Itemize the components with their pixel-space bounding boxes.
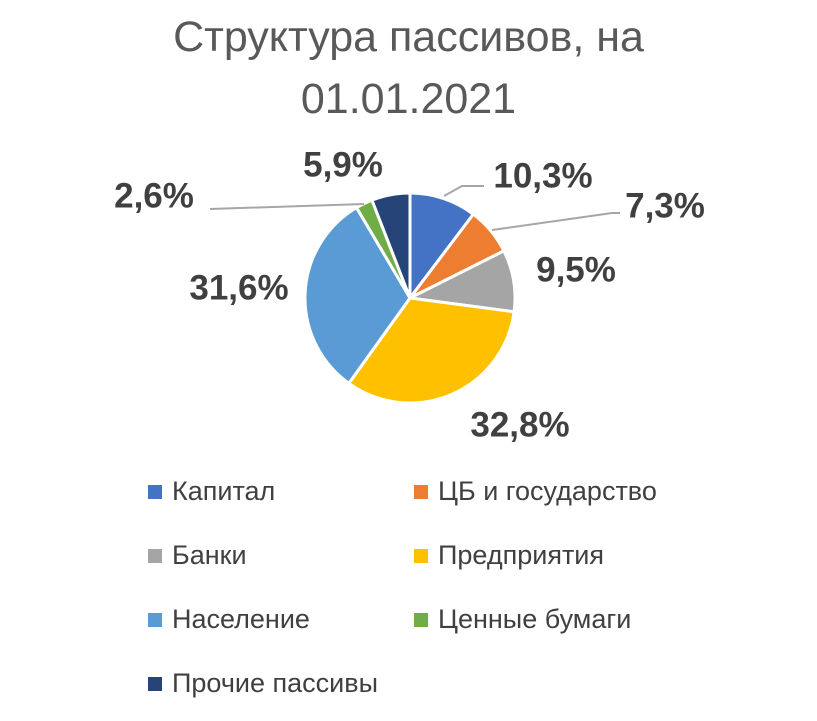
legend-item-6: Ценные бумаги xyxy=(414,604,631,635)
data-label-7: 5,9% xyxy=(303,145,383,184)
legend-item-1: Капитал xyxy=(148,476,275,507)
chart-title-line-2: 01.01.2021 xyxy=(300,75,517,123)
data-label-6: 2,6% xyxy=(114,176,194,215)
legend-swatch xyxy=(414,548,428,563)
legend-label: Ценные бумаги xyxy=(438,604,632,634)
pie-chart: 10,3% 7,3%9,5% 32,8% 31,6% 2,6% 5,9% xyxy=(114,145,705,444)
legend-label: Банки xyxy=(172,540,247,570)
data-label-5: 31,6% xyxy=(189,268,288,307)
legend-swatch xyxy=(148,548,162,563)
legend-item-3: Банки xyxy=(148,540,247,571)
legend-swatch xyxy=(148,676,162,691)
legend-swatch xyxy=(414,484,428,499)
legend-swatch xyxy=(148,612,162,627)
pie-slice-5 xyxy=(303,205,412,386)
leader-line-1 xyxy=(443,185,484,197)
data-label-4: 32,8% xyxy=(470,405,569,444)
legend-label: Предприятия xyxy=(438,540,605,570)
legend-item-2: ЦБ и государство xyxy=(414,476,657,507)
chart-title-line-1: Структура пассивов, на xyxy=(173,13,644,61)
legend-item-4: Предприятия xyxy=(414,540,604,571)
data-label-2: 7,3% xyxy=(625,186,705,225)
legend-item-5: Население xyxy=(148,604,310,635)
legend-item-7: Прочие пассивы xyxy=(148,668,378,699)
leader-line-2 xyxy=(491,212,620,231)
legend-label: Прочие пассивы xyxy=(172,668,378,698)
pie-slice-7 xyxy=(370,191,412,299)
leader-line-6 xyxy=(209,203,365,210)
legend-swatch xyxy=(148,484,162,499)
legend-swatch xyxy=(414,612,428,627)
legend-label: Капитал xyxy=(172,476,276,506)
legend-label: Население xyxy=(172,604,310,634)
data-label-3: 9,5% xyxy=(536,250,616,289)
legend-label: ЦБ и государство xyxy=(438,476,657,506)
chart-title: Структура пассивов, на 01.01.2021 xyxy=(0,6,817,130)
data-label-1: 10,3% xyxy=(493,156,592,195)
pie-slice-4 xyxy=(346,296,516,405)
